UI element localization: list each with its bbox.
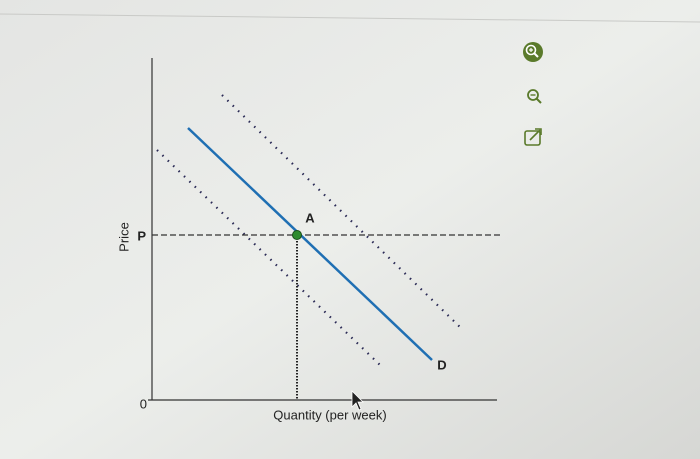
point-label: A [305, 210, 315, 225]
open-external-button[interactable] [524, 128, 542, 146]
demand-curve [187, 127, 433, 361]
zoom-in-button[interactable] [523, 42, 543, 62]
y-axis-label: Price [116, 222, 131, 252]
curve-label: D [437, 357, 446, 372]
origin-label: 0 [140, 396, 147, 411]
x-axis-label: Quantity (per week) [273, 407, 386, 422]
zoom-out-button[interactable] [527, 89, 542, 104]
price-label: P [137, 228, 146, 243]
top-border [0, 13, 700, 23]
cursor [351, 390, 364, 411]
point-a[interactable] [292, 230, 302, 240]
